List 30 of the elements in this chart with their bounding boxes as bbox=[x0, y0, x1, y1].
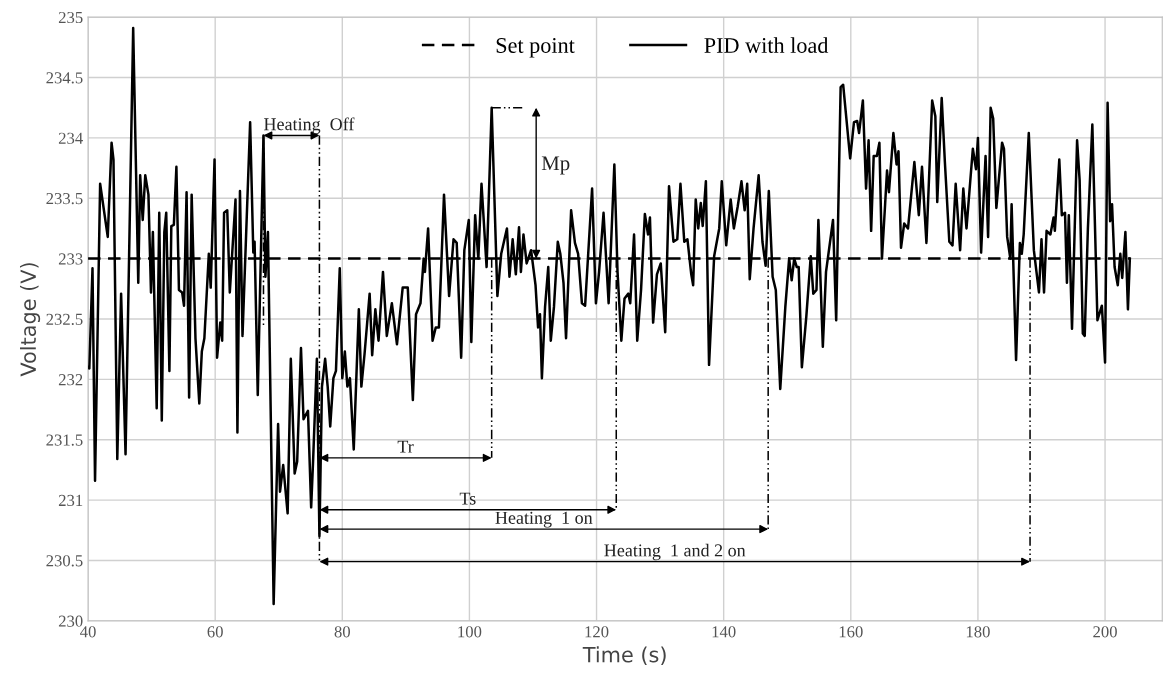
x-tick-label: 160 bbox=[839, 626, 863, 638]
y-tick-label: 230.5 bbox=[46, 555, 83, 567]
x-tick-label: 140 bbox=[712, 626, 736, 638]
series-label: Mp bbox=[541, 156, 570, 175]
y-tick-label: 234 bbox=[58, 132, 83, 144]
y-tick-label: 233 bbox=[58, 253, 83, 265]
y-axis-title: Voltage (V) bbox=[19, 263, 41, 377]
x-axis-title: Time (s) bbox=[582, 646, 666, 665]
y-tick-label: 231.5 bbox=[46, 434, 83, 446]
y-tick-label: 231 bbox=[58, 494, 83, 507]
x-tick-label: 100 bbox=[458, 626, 482, 638]
x-tick-label: 80 bbox=[334, 626, 350, 638]
series-label: Heating 1 on bbox=[495, 511, 593, 528]
y-tick-label: 234.5 bbox=[46, 72, 83, 84]
x-tick-label: 40 bbox=[80, 626, 96, 638]
y-tick-label: 232 bbox=[58, 374, 83, 386]
series-label: Tr bbox=[397, 440, 414, 453]
x-tick-label: 200 bbox=[1093, 626, 1117, 638]
legend-label: Set point bbox=[496, 37, 575, 58]
x-tick-label: 120 bbox=[585, 626, 609, 638]
x-tick-label: 180 bbox=[966, 626, 990, 638]
series-label: Heating Off bbox=[264, 117, 355, 135]
y-tick-label: 235 bbox=[58, 11, 83, 24]
series-label: Heating 1 and 2 on bbox=[604, 543, 746, 561]
y-tick-label: 232.5 bbox=[46, 313, 83, 326]
series-label: Ts bbox=[459, 492, 476, 505]
y-tick-label: 230 bbox=[58, 615, 83, 627]
y-tick-label: 233.5 bbox=[46, 193, 83, 205]
legend-label: PID with load bbox=[704, 37, 829, 53]
x-tick-label: 60 bbox=[207, 626, 223, 638]
